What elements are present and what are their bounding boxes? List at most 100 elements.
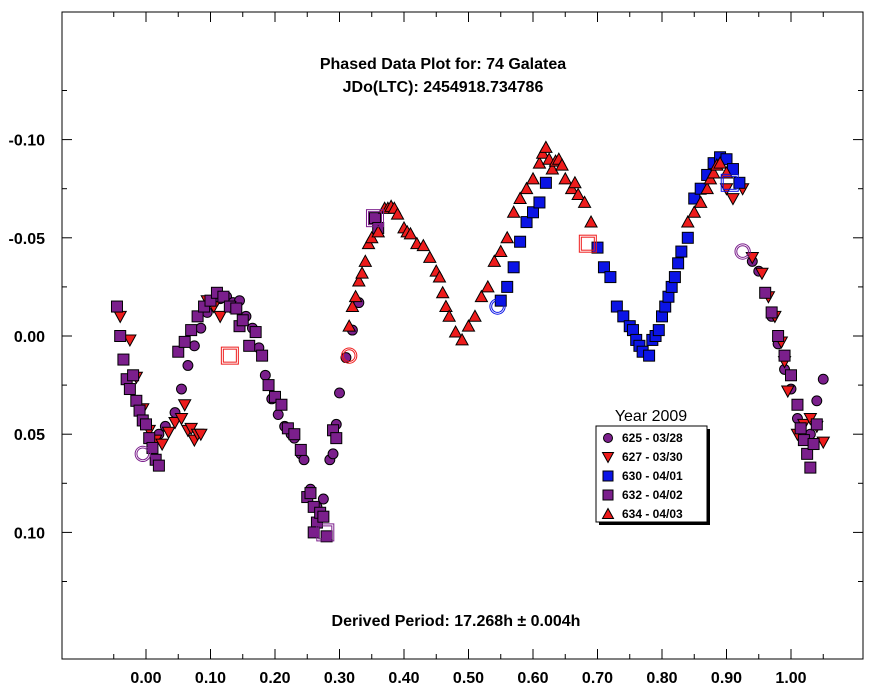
data-point (177, 399, 192, 412)
series-632-04-02 (110, 212, 823, 543)
y-tick-label: 0.00 (14, 329, 45, 346)
x-tick-labels: 0.00 0.10 0.20 0.30 0.40 0.50 0.60 0.70 0.80 0.90… (130, 670, 806, 687)
data-point (468, 309, 482, 322)
data-point (791, 398, 804, 411)
data-point (188, 340, 200, 352)
data-point (117, 353, 130, 366)
data-point (816, 436, 831, 450)
data-point (195, 322, 207, 334)
highlight-marker-inner (491, 300, 504, 313)
data-point (140, 418, 152, 431)
data-point (672, 257, 685, 270)
data-point (571, 187, 586, 201)
y-tick-label: 0.10 (14, 525, 45, 542)
data-point (506, 205, 521, 218)
data-point (558, 171, 573, 185)
data-point (174, 413, 189, 426)
data-point (403, 226, 418, 240)
data-point (294, 443, 307, 456)
data-point (256, 349, 269, 362)
y-tick-label: -0.10 (9, 133, 46, 150)
data-point (345, 299, 360, 312)
highlight-marker (220, 346, 239, 365)
data-point (693, 195, 708, 208)
data-point (507, 261, 520, 274)
data-point (304, 487, 317, 500)
data-point (759, 286, 772, 299)
highlight-marker (489, 298, 506, 315)
data-point (317, 493, 329, 505)
highlight-marker-inner (736, 245, 749, 258)
highlight-marker (365, 209, 384, 228)
data-point (243, 339, 256, 352)
data-point (533, 196, 546, 209)
data-point (726, 193, 740, 206)
data-point (390, 207, 405, 220)
data-point (204, 294, 217, 307)
legend-label: 630 - 04/01 (622, 469, 683, 483)
x-tick-label: 1.00 (775, 670, 806, 687)
x-tick-label: 0.40 (388, 670, 419, 687)
highlight-marker (341, 347, 358, 364)
data-point (461, 319, 476, 332)
x-tick-label: 0.70 (582, 670, 613, 687)
data-point (114, 330, 127, 342)
data-point (307, 526, 320, 539)
x-tick-label: 0.10 (195, 670, 226, 687)
x-tick-label: 0.20 (259, 670, 290, 687)
data-point (668, 271, 681, 284)
data-point (706, 165, 721, 179)
data-point (275, 398, 288, 411)
data-point (262, 379, 275, 392)
data-point (152, 459, 165, 472)
data-point (532, 156, 547, 169)
data-point (230, 302, 243, 315)
data-point (527, 206, 539, 219)
data-point (733, 176, 746, 189)
data-point (811, 395, 823, 407)
data-point (539, 176, 552, 189)
legend-marker (602, 489, 614, 501)
data-point (320, 530, 333, 543)
data-point (539, 140, 553, 153)
data-point (351, 273, 366, 287)
data-point (801, 447, 814, 460)
data-point (493, 244, 508, 257)
highlight-marker-inner (580, 236, 595, 251)
data-point (680, 215, 695, 228)
data-point (236, 314, 249, 327)
legend-entries: 625 - 03/28 627 - 03/30 630 - 04/01 632 - 0… (601, 431, 683, 521)
highlight-marker (578, 234, 597, 253)
series-630-04-01 (494, 151, 746, 362)
data-point (272, 409, 284, 421)
data-point (713, 156, 727, 169)
data-point (185, 324, 198, 337)
series-634-04-03 (342, 140, 734, 346)
derived-period-annotation: Derived Period: 17.268h ± 0.004h (332, 613, 581, 630)
data-point (555, 158, 569, 171)
highlight-marker (720, 173, 739, 192)
legend-marker (602, 470, 614, 482)
data-point (168, 416, 182, 430)
chart-subtitle: JDo(LTC): 2454918.734786 (343, 79, 544, 96)
data-point (269, 390, 281, 403)
data-point (176, 383, 187, 395)
data-point (817, 373, 829, 385)
data-point (193, 428, 208, 442)
data-point (513, 191, 527, 204)
data-point (519, 181, 534, 195)
highlight-marker-inner (722, 175, 737, 190)
data-point (288, 428, 301, 441)
data-point (298, 454, 310, 466)
x-tick-label: 0.80 (646, 670, 677, 687)
data-point (780, 385, 795, 399)
data-point (342, 319, 357, 332)
data-point (591, 241, 604, 254)
data-point (687, 205, 702, 218)
highlight-marker-inner (222, 348, 237, 363)
data-point (182, 360, 194, 371)
data-point (681, 231, 694, 244)
data-point (526, 171, 540, 185)
data-point (604, 271, 617, 284)
